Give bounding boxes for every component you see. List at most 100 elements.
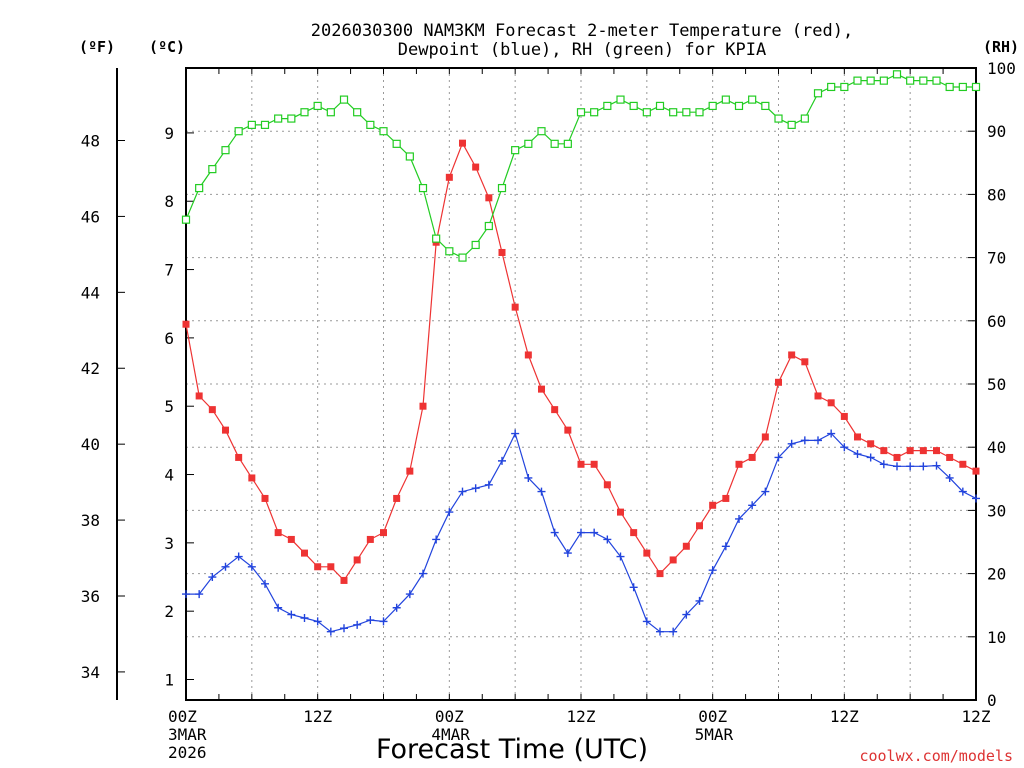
dewpoint-point — [537, 487, 546, 496]
temperature-point — [248, 474, 256, 482]
temperature-point — [682, 542, 690, 550]
dewpoint-point — [866, 453, 875, 462]
dewpoint-point — [287, 610, 296, 619]
rh-point — [471, 240, 480, 250]
rh-point — [892, 70, 902, 79]
temperature-point — [524, 351, 532, 359]
rh-point — [339, 95, 349, 104]
dewpoint-point — [524, 473, 533, 482]
dewpoint-point — [340, 624, 348, 633]
temperature-point — [880, 447, 888, 455]
unit-label-rh: (RH) — [983, 38, 1019, 56]
dewpoint-point — [313, 617, 322, 626]
rh-tick-label: 100 — [987, 59, 1016, 78]
c-tick-label: 4 — [164, 466, 174, 485]
rh-point — [484, 221, 493, 231]
rh-tick-label: 40 — [987, 438, 1006, 457]
temperature-point — [933, 447, 940, 455]
f-tick-label: 42 — [81, 359, 100, 378]
x-tick-label: 12Z — [830, 707, 859, 726]
dewpoint-point — [274, 603, 283, 612]
dewpoint-point — [379, 617, 388, 626]
rh-point — [853, 76, 862, 85]
rh-tick-label: 90 — [987, 122, 1006, 141]
temperature-point — [393, 494, 401, 502]
temperature-point — [485, 194, 493, 202]
temperature-point — [814, 392, 822, 400]
rh-point — [497, 183, 507, 193]
dewpoint-point — [234, 552, 243, 561]
rh-point — [195, 183, 204, 193]
temperature-point — [287, 535, 295, 543]
rh-tick-label: 20 — [987, 565, 1006, 584]
dewpoint-point — [827, 429, 836, 438]
temperature-point — [511, 303, 519, 311]
dewpoint-point — [669, 627, 678, 636]
rh-point — [247, 120, 256, 129]
temperature-point — [669, 556, 677, 564]
temperature-point — [419, 402, 427, 410]
rh-point — [418, 183, 428, 193]
x-tick-year: 2026 — [168, 743, 207, 762]
temperature-point — [182, 320, 190, 328]
rh-point — [537, 127, 546, 136]
rh-point — [827, 82, 836, 92]
dewpoint-point — [590, 528, 599, 537]
dewpoint-point — [603, 535, 612, 544]
x-tick-label: 00Z — [168, 707, 197, 726]
credit-text: coolwx.com/models — [859, 747, 1013, 765]
temperature-point — [919, 447, 927, 455]
c-tick-label: 1 — [164, 671, 174, 690]
temperature-point — [208, 406, 216, 414]
rh-point — [260, 120, 270, 129]
rh-point — [603, 101, 612, 111]
rh-point — [655, 101, 665, 111]
c-tick-label: 5 — [164, 397, 174, 416]
rh-point — [366, 120, 375, 129]
rh-point — [221, 146, 230, 155]
dewpoint-point — [721, 542, 730, 551]
dewpoint-point — [300, 614, 309, 623]
temperature-point — [867, 440, 875, 448]
dewpoint-point — [577, 528, 585, 537]
rh-point — [353, 108, 362, 117]
rh-point — [669, 108, 678, 117]
rh-tick-label: 80 — [987, 185, 1006, 204]
dewpoint-point — [247, 562, 256, 571]
temperature-point — [893, 453, 901, 461]
rh-point — [563, 139, 572, 148]
rh-point — [958, 82, 967, 92]
rh-point — [524, 139, 533, 148]
temperature-point — [445, 173, 453, 181]
rh-point — [287, 114, 296, 123]
rh-point — [432, 234, 441, 243]
temperature-point — [301, 549, 308, 557]
rh-point — [695, 108, 704, 117]
rh-point — [840, 82, 849, 92]
rh-point — [379, 127, 388, 136]
temperature-point — [195, 392, 203, 400]
dewpoint-point — [642, 617, 651, 626]
temperature-point — [643, 549, 651, 557]
rh-point — [313, 101, 322, 111]
rh-point — [550, 139, 559, 148]
dewpoint-point — [879, 460, 888, 469]
dewpoint-point — [221, 562, 230, 571]
rh-tick-label: 70 — [987, 249, 1006, 268]
c-tick-label: 8 — [164, 192, 174, 211]
dewpoint-point — [814, 436, 822, 445]
temperature-point — [801, 358, 809, 366]
x-axis-label: Forecast Time (UTC) — [376, 734, 648, 765]
f-tick-label: 44 — [81, 283, 100, 302]
dewpoint-point — [840, 443, 849, 452]
dewpoint-point — [195, 590, 204, 599]
temperature-point — [854, 433, 861, 441]
temperature-point — [235, 453, 243, 461]
dewpoint-point — [208, 573, 217, 582]
dewpoint-point — [182, 590, 190, 599]
rh-point — [511, 146, 520, 155]
dewpoint-point — [787, 439, 796, 448]
dewpoint-point — [972, 494, 980, 503]
temperature-point — [366, 535, 374, 543]
dewpoint-point — [261, 579, 269, 588]
